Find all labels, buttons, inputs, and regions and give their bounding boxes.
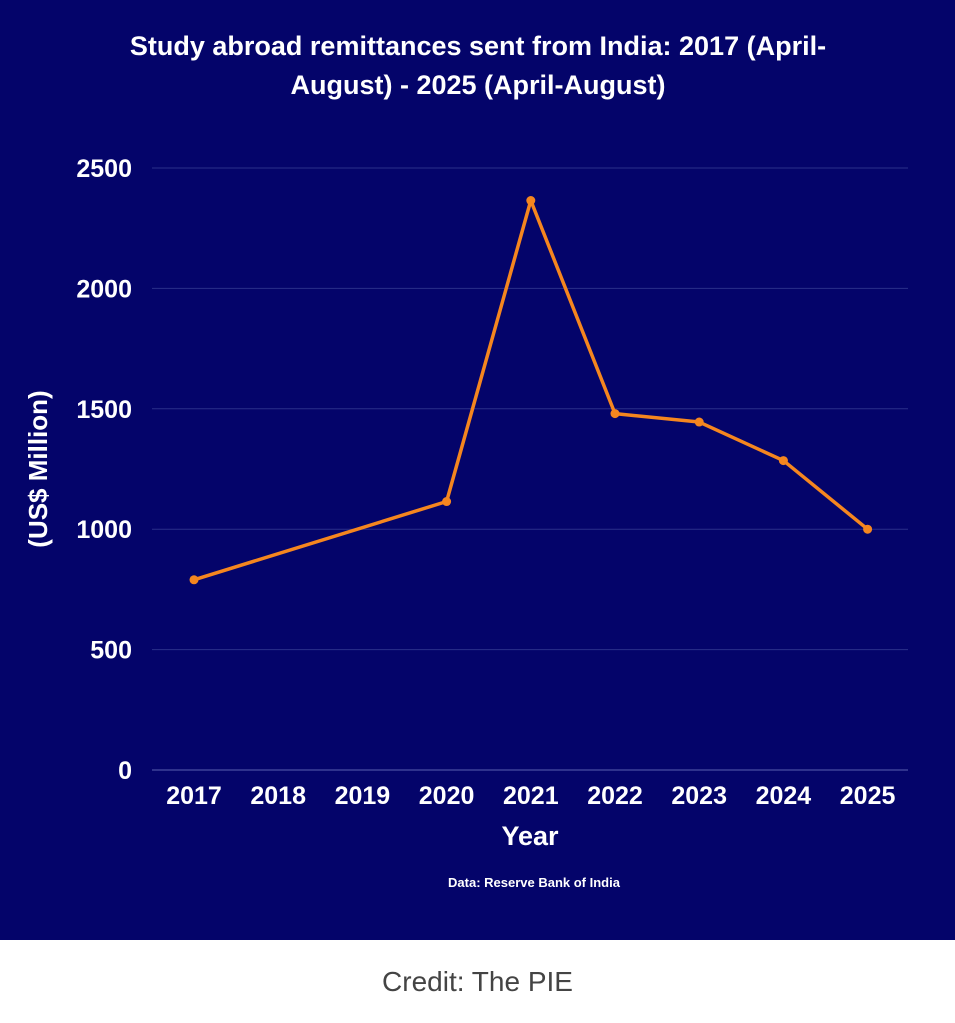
y-axis-label: (US$ Million) bbox=[23, 390, 53, 547]
data-point-2023 bbox=[694, 417, 704, 427]
chart-title-line-2: August) - 2025 (April-August) bbox=[291, 70, 666, 100]
data-point-2020 bbox=[442, 497, 452, 507]
x-tick-label-2017: 2017 bbox=[166, 782, 222, 810]
y-tick-label-1000: 1000 bbox=[76, 516, 132, 544]
source-note: Data: Reserve Bank of India bbox=[448, 875, 621, 890]
series-line-0 bbox=[192, 198, 870, 582]
x-tick-label-2025: 2025 bbox=[840, 782, 896, 810]
y-tick-label-500: 500 bbox=[90, 637, 132, 665]
x-tick-label-2022: 2022 bbox=[587, 782, 643, 810]
grid-lines bbox=[152, 167, 908, 771]
data-point-2021 bbox=[526, 196, 536, 206]
x-axis-label: Year bbox=[501, 821, 559, 851]
data-point-2022 bbox=[610, 409, 620, 419]
image-credit: Credit: The PIE bbox=[382, 965, 573, 997]
series-layer bbox=[189, 196, 873, 585]
x-tick-label-2024: 2024 bbox=[756, 782, 812, 810]
y-tick-label-1500: 1500 bbox=[76, 396, 132, 424]
x-tick-label-2019: 2019 bbox=[335, 782, 391, 810]
x-axis-ticks: 2017 2018 2019 2020 2021 2022 2023 2024 2025 bbox=[166, 782, 895, 810]
y-tick-label-0: 0 bbox=[118, 757, 132, 785]
x-tick-label-2023: 2023 bbox=[671, 782, 727, 810]
chart-title-line-1: Study abroad remittances sent from India… bbox=[130, 31, 826, 61]
y-tick-label-2500: 2500 bbox=[76, 155, 132, 183]
y-tick-label-2000: 2000 bbox=[76, 275, 132, 303]
x-tick-label-2018: 2018 bbox=[250, 782, 306, 810]
chart-panel: Study abroad remittances sent from India… bbox=[0, 0, 955, 940]
data-point-2017 bbox=[189, 575, 199, 585]
line-chart: Study abroad remittances sent from India… bbox=[23, 31, 908, 890]
x-tick-label-2020: 2020 bbox=[419, 782, 475, 810]
x-tick-label-2021: 2021 bbox=[503, 782, 559, 810]
y-axis-ticks: 0 500 1000 1500 2000 2500 bbox=[76, 155, 132, 785]
data-point-2025 bbox=[863, 524, 873, 534]
data-point-2024 bbox=[778, 456, 788, 466]
